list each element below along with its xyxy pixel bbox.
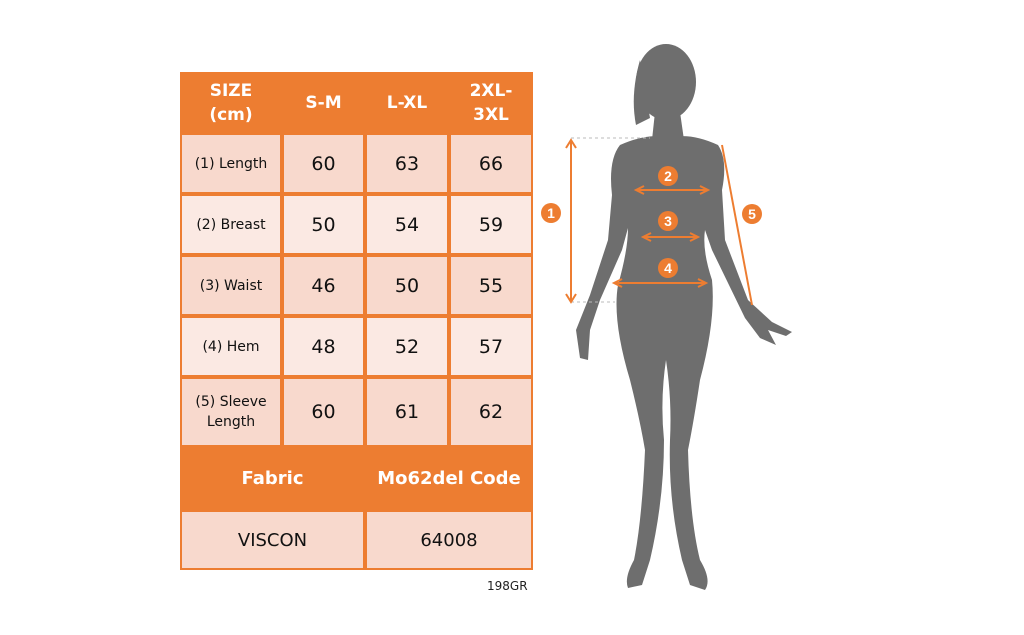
header-s-m: S-M [282,72,365,133]
row-label: (2) Breast [180,194,282,255]
marker-5 [742,204,762,224]
marker-1 [541,203,561,223]
fabric-row: VISCON 64008 [180,510,533,570]
marker-4-label: 4 [664,260,672,276]
marker-1-label: 1 [547,205,555,221]
cell-value: 60 [282,133,365,194]
header-2xl-3xl-label: 2XL-3XL [469,80,513,125]
table-row: (1) Length 60 63 66 [180,133,533,194]
cell-value: 46 [282,255,365,316]
footer-code: 198GR [487,579,528,593]
cell-value: 63 [365,133,449,194]
header-fabric: Fabric [180,447,365,510]
fabric-value: VISCON [180,510,365,570]
marker-2-label: 2 [664,168,672,184]
cell-value: 50 [365,255,449,316]
table-row: (4) Hem 48 52 57 [180,316,533,377]
cell-value: 52 [365,316,449,377]
table-row: (3) Waist 46 50 55 [180,255,533,316]
cell-value: 62 [449,377,533,447]
marker-3 [658,211,678,231]
marker-5-label: 5 [748,206,756,222]
table-header-row: SIZE (cm) S-M L-XL 2XL-3XL [180,72,533,133]
row-label-line1: (5) Sleeve [195,394,267,410]
size-chart-table: SIZE (cm) S-M L-XL 2XL-3XL (1) Length 60 … [180,72,533,570]
row-label: (5) Sleeve Length [180,377,282,447]
cell-value: 59 [449,194,533,255]
row-label-line2: Length [206,414,256,430]
row-label: (1) Length [180,133,282,194]
cell-value: 55 [449,255,533,316]
model-code-value: 64008 [365,510,533,570]
header-size-line2: (cm) [209,104,253,125]
cell-value: 48 [282,316,365,377]
header-2xl-3xl: 2XL-3XL [449,72,533,133]
fabric-header-row: Fabric Mo62del Code [180,447,533,510]
table-row: (2) Breast 50 54 59 [180,194,533,255]
table-row: (5) Sleeve Length 60 61 62 [180,377,533,447]
cell-value: 66 [449,133,533,194]
cell-value: 54 [365,194,449,255]
cell-value: 60 [282,377,365,447]
header-size-line1: SIZE [209,80,253,101]
marker-2 [658,166,678,186]
header-size: SIZE (cm) [180,72,282,133]
header-l-xl: L-XL [365,72,449,133]
row-label: (4) Hem [180,316,282,377]
row-label: (3) Waist [180,255,282,316]
length-guides [571,137,650,303]
measure-lines [565,138,753,306]
marker-3-label: 3 [664,213,672,229]
header-model-code: Mo62del Code [365,447,533,510]
silhouette-body [576,44,792,590]
cell-value: 61 [365,377,449,447]
cell-value: 57 [449,316,533,377]
marker-4 [658,258,678,278]
cell-value: 50 [282,194,365,255]
